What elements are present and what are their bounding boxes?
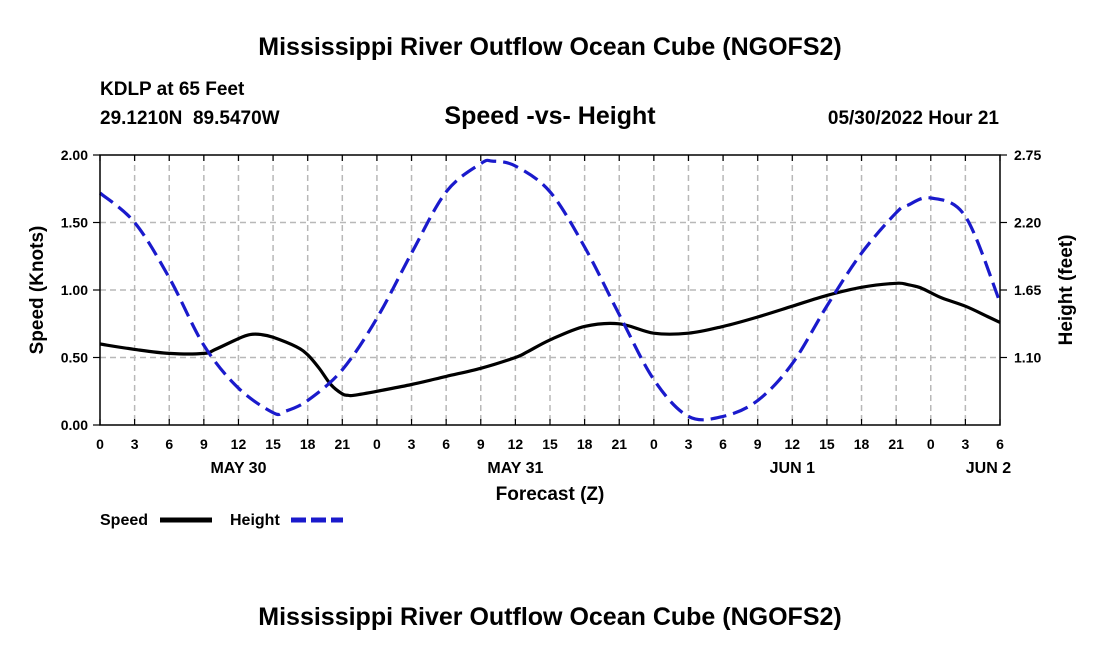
x-tick-label: 9 — [477, 436, 485, 452]
x-date-label: JUN 1 — [770, 460, 815, 477]
x-tick-label: 21 — [611, 436, 627, 452]
x-tick-label: 21 — [335, 436, 351, 452]
x-tick-label: 0 — [96, 436, 104, 452]
series-line-speed — [99, 281, 1001, 398]
legend-speed-label: Speed — [100, 512, 148, 529]
x-date-label: MAY 31 — [487, 460, 543, 477]
station-coords: 29.1210N 89.5470W — [100, 108, 280, 129]
y-tick-label-right: 2.20 — [1014, 215, 1041, 231]
x-tick-label: 12 — [785, 436, 801, 452]
x-tick-label: 21 — [888, 436, 904, 452]
x-tick-label: 3 — [131, 436, 139, 452]
y-axis-label-right: Height (feet) — [1056, 235, 1077, 346]
x-tick-label: 0 — [650, 436, 658, 452]
legend-height-label: Height — [230, 512, 280, 529]
x-tick-label: 9 — [754, 436, 762, 452]
axes: 0 3 6 9 12 15 18 21 0 3 6 9 12 15 18 21 0 3 6 9 12 15 18 21 0 3 6 0… — [61, 147, 1042, 477]
x-tick-label: 6 — [442, 436, 450, 452]
station-name: KDLP at 65 Feet — [100, 79, 245, 100]
x-tick-label: 6 — [719, 436, 727, 452]
y-tick-label-left: 0.00 — [61, 417, 88, 433]
y-tick-label-right: 1.10 — [1014, 350, 1041, 366]
x-tick-label: 6 — [165, 436, 173, 452]
y-axis-label-left: Speed (Knots) — [27, 226, 48, 355]
forecast-datetime: 05/30/2022 Hour 21 — [828, 108, 1000, 129]
x-tick-label: 15 — [819, 436, 835, 452]
x-tick-label: 15 — [265, 436, 281, 452]
x-tick-label: 12 — [231, 436, 247, 452]
footer-title: Mississippi River Outflow Ocean Cube (NG… — [258, 603, 841, 631]
x-tick-label: 12 — [508, 436, 524, 452]
y-tick-label-left: 2.00 — [61, 147, 88, 163]
y-tick-label-left: 0.50 — [61, 350, 88, 366]
x-tick-label: 3 — [685, 436, 693, 452]
x-date-label: MAY 30 — [210, 460, 266, 477]
x-axis-label: Forecast (Z) — [496, 484, 605, 505]
x-date-label: JUN 2 — [966, 460, 1011, 477]
legend: Speed Height — [100, 512, 343, 529]
chart-title: Speed -vs- Height — [444, 102, 656, 130]
grid — [100, 155, 1000, 425]
x-tick-label: 0 — [373, 436, 381, 452]
page-title: Mississippi River Outflow Ocean Cube (NG… — [258, 33, 841, 61]
x-tick-label: 15 — [542, 436, 558, 452]
y-tick-label-left: 1.50 — [61, 215, 88, 231]
y-tick-label-right: 1.65 — [1014, 282, 1041, 298]
x-tick-label: 6 — [996, 436, 1004, 452]
series-group — [98, 158, 1002, 422]
x-tick-label: 18 — [300, 436, 316, 452]
x-tick-label: 18 — [577, 436, 593, 452]
x-tick-label: 0 — [927, 436, 935, 452]
x-tick-label: 3 — [961, 436, 969, 452]
x-tick-label: 3 — [408, 436, 416, 452]
series-line-height — [98, 158, 1002, 422]
x-tick-label: 18 — [854, 436, 870, 452]
y-tick-label-left: 1.00 — [61, 282, 88, 298]
y-tick-label-right: 2.75 — [1014, 147, 1041, 163]
x-tick-label: 9 — [200, 436, 208, 452]
